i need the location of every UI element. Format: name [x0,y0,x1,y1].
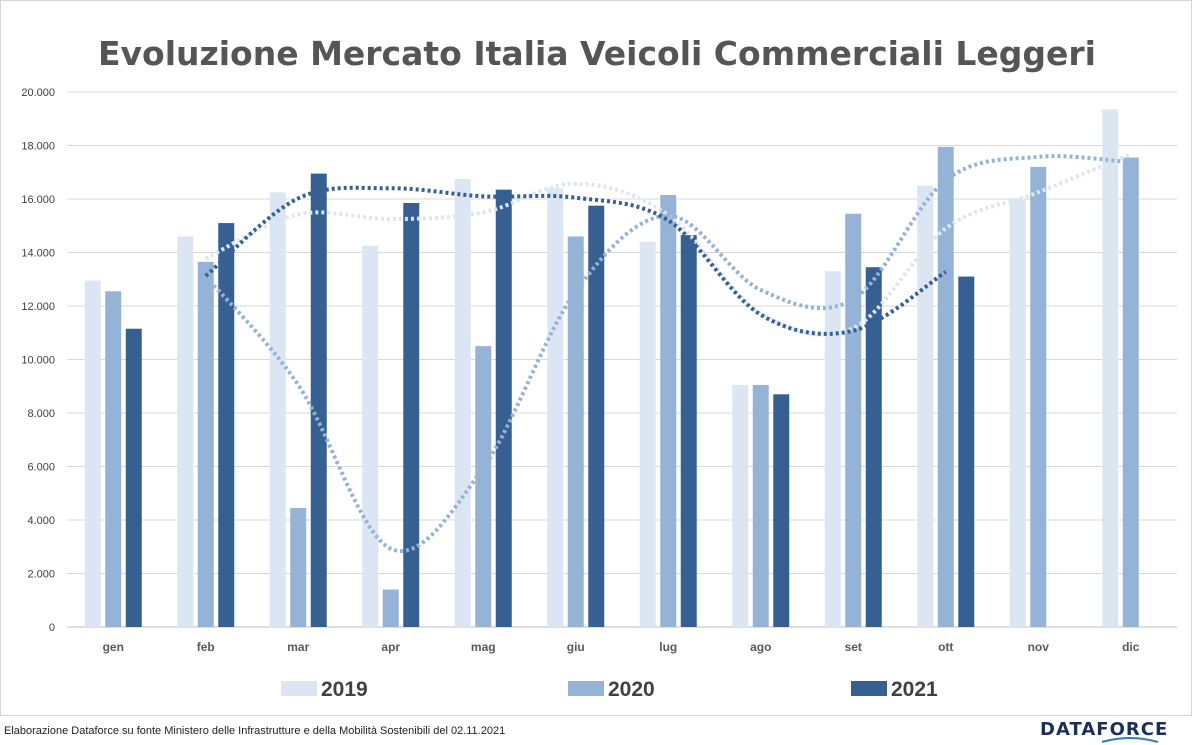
bar-2020-mar [290,507,307,627]
y-tick-label: 0 [49,622,55,634]
bar-2021-giu [588,205,605,627]
y-tick-label: 14.000 [21,248,55,260]
x-tick-label: set [845,640,862,654]
legend-swatch-2020 [568,681,604,696]
bar-2019-gen [84,280,101,627]
y-tick-label: 20.000 [21,87,55,99]
y-tick-label: 8.000 [27,408,55,420]
x-tick-label: mar [287,640,309,654]
x-tick-label: apr [381,640,400,654]
chart-area: Evoluzione Mercato Italia Veicoli Commer… [21,34,1177,701]
source-note: Elaborazione Dataforce su fonte Minister… [4,725,506,737]
legend-swatch-2019 [281,681,317,696]
bar-2020-gen [105,291,122,627]
y-tick-label: 2.000 [27,569,55,581]
gridlines [67,91,1177,628]
trendline-2019 [204,152,1132,337]
trendline-2020 [204,154,1131,553]
bar-2019-nov [1009,199,1026,627]
bar-2021-set [865,267,882,627]
bar-2019-mar [269,192,286,627]
y-tick-label: 4.000 [27,515,55,527]
x-tick-label: dic [1122,640,1140,654]
y-tick-label: 16.000 [21,194,55,206]
legend-swatch-2021 [851,681,887,696]
legend-label-2020: 2020 [608,678,655,701]
bar-2020-apr [382,589,399,627]
bar-2020-feb [197,261,214,627]
bar-2021-mar [310,173,327,627]
y-tick-label: 6.000 [27,462,55,474]
x-axis: gen feb mar apr mag giu lug ago set ott nov dic [103,640,1140,654]
legend-label-2019: 2019 [321,678,368,701]
bar-2021-apr [403,203,420,627]
bar-2021-gen [125,328,142,627]
y-tick-label: 18.000 [21,141,55,153]
bar-2020-set [845,213,862,627]
x-tick-label: lug [659,640,677,654]
bar-2020-dic [1122,157,1139,627]
chart-title: Evoluzione Mercato Italia Veicoli Commer… [98,34,1096,73]
x-tick-label: nov [1028,640,1050,654]
bar-2021-mag [495,189,512,627]
bar-2020-ott [937,146,954,627]
y-tick-label: 10.000 [21,355,55,367]
trendline-2021 [204,185,947,336]
bar-2019-giu [547,188,564,628]
x-tick-label: feb [197,640,215,654]
chart-frame: Evoluzione Mercato Italia Veicoli Commer… [0,0,1192,716]
trendlines [204,152,1132,553]
y-tick-label: 12.000 [21,301,55,313]
bar-2020-ago [752,384,769,627]
y-axis: 0 2.000 4.000 6.000 8.000 10.000 12.000 14.000 1… [21,87,55,634]
bar-2021-ago [773,394,790,627]
x-tick-label: ago [750,640,771,654]
bar-2019-lug [639,241,656,628]
logo-swoosh-icon [1101,737,1159,743]
x-tick-label: giu [567,640,585,654]
bar-2019-set [824,271,841,627]
bar-2019-ago [732,384,749,627]
bar-2020-giu [567,236,584,627]
legend: 2019 2020 2021 [281,678,938,701]
x-tick-label: gen [103,640,124,654]
bar-2019-mag [454,178,471,627]
bars [84,109,1139,628]
bar-2019-ott [917,185,934,627]
bar-2019-feb [177,236,194,627]
dataforce-logo: DATAFORCE [1040,718,1190,745]
bar-2020-lug [660,194,677,628]
bar-2020-mag [475,346,492,627]
bar-2021-ott [958,276,975,627]
bar-2020-nov [1030,166,1047,627]
bar-2019-dic [1102,109,1119,627]
bar-2019-apr [362,245,379,627]
logo-text: DATAFORCE [1040,719,1169,740]
x-tick-label: ott [938,640,953,654]
legend-label-2021: 2021 [891,678,938,701]
bar-2021-lug [680,235,697,628]
x-tick-label: mag [471,640,496,654]
bar-2021-feb [218,223,235,627]
